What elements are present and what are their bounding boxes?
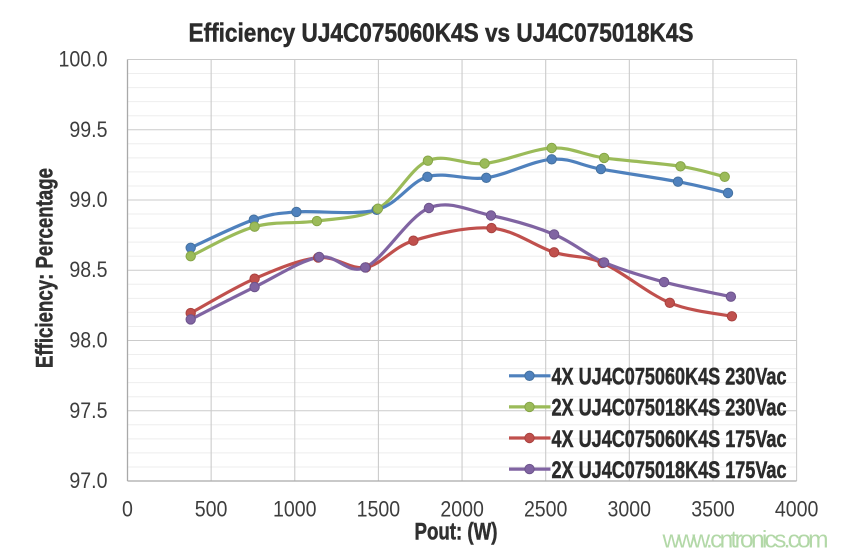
svg-text:2X UJ4C075018K4S 230Vac: 2X UJ4C075018K4S 230Vac bbox=[552, 395, 787, 422]
svg-text:100.0: 100.0 bbox=[59, 47, 108, 72]
svg-text:2000: 2000 bbox=[440, 497, 484, 522]
svg-text:97.5: 97.5 bbox=[69, 398, 107, 423]
svg-text:99.0: 99.0 bbox=[69, 187, 107, 212]
svg-text:1000: 1000 bbox=[273, 497, 317, 522]
svg-text:2500: 2500 bbox=[524, 497, 568, 522]
svg-text:Efficiency: Percentage: Efficiency: Percentage bbox=[32, 168, 59, 368]
svg-text:4X UJ4C075060K4S 230Vac: 4X UJ4C075060K4S 230Vac bbox=[552, 364, 787, 391]
svg-text:4000: 4000 bbox=[775, 497, 819, 522]
svg-text:Efficiency UJ4C075060K4S vs UJ: Efficiency UJ4C075060K4S vs UJ4C075018K4… bbox=[189, 18, 694, 48]
svg-text:98.5: 98.5 bbox=[69, 257, 107, 282]
svg-text:98.0: 98.0 bbox=[69, 328, 107, 353]
svg-text:4X UJ4C075060K4S 175Vac: 4X UJ4C075060K4S 175Vac bbox=[552, 426, 787, 453]
svg-text:2X UJ4C075018K4S 175Vac: 2X UJ4C075018K4S 175Vac bbox=[552, 457, 787, 484]
svg-text:97.0: 97.0 bbox=[69, 468, 107, 493]
svg-text:3000: 3000 bbox=[608, 497, 652, 522]
svg-text:www.cntronics.com: www.cntronics.com bbox=[662, 527, 829, 554]
svg-text:1500: 1500 bbox=[357, 497, 401, 522]
svg-text:3500: 3500 bbox=[691, 497, 735, 522]
svg-text:500: 500 bbox=[195, 497, 228, 522]
svg-text:Pout: (W): Pout: (W) bbox=[415, 519, 498, 546]
svg-text:99.5: 99.5 bbox=[69, 117, 107, 142]
svg-text:0: 0 bbox=[122, 497, 133, 522]
